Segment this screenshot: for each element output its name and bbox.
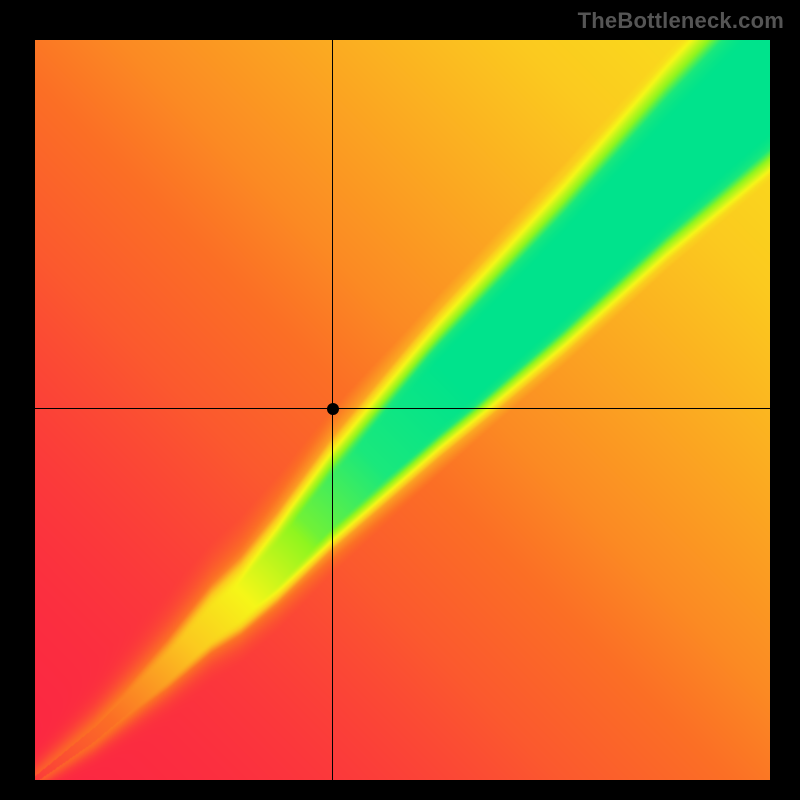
watermark-text: TheBottleneck.com (578, 8, 784, 34)
crosshair-horizontal-line (35, 408, 770, 409)
chart-container: TheBottleneck.com (0, 0, 800, 800)
heatmap-canvas (35, 40, 770, 780)
crosshair-dot (327, 403, 339, 415)
